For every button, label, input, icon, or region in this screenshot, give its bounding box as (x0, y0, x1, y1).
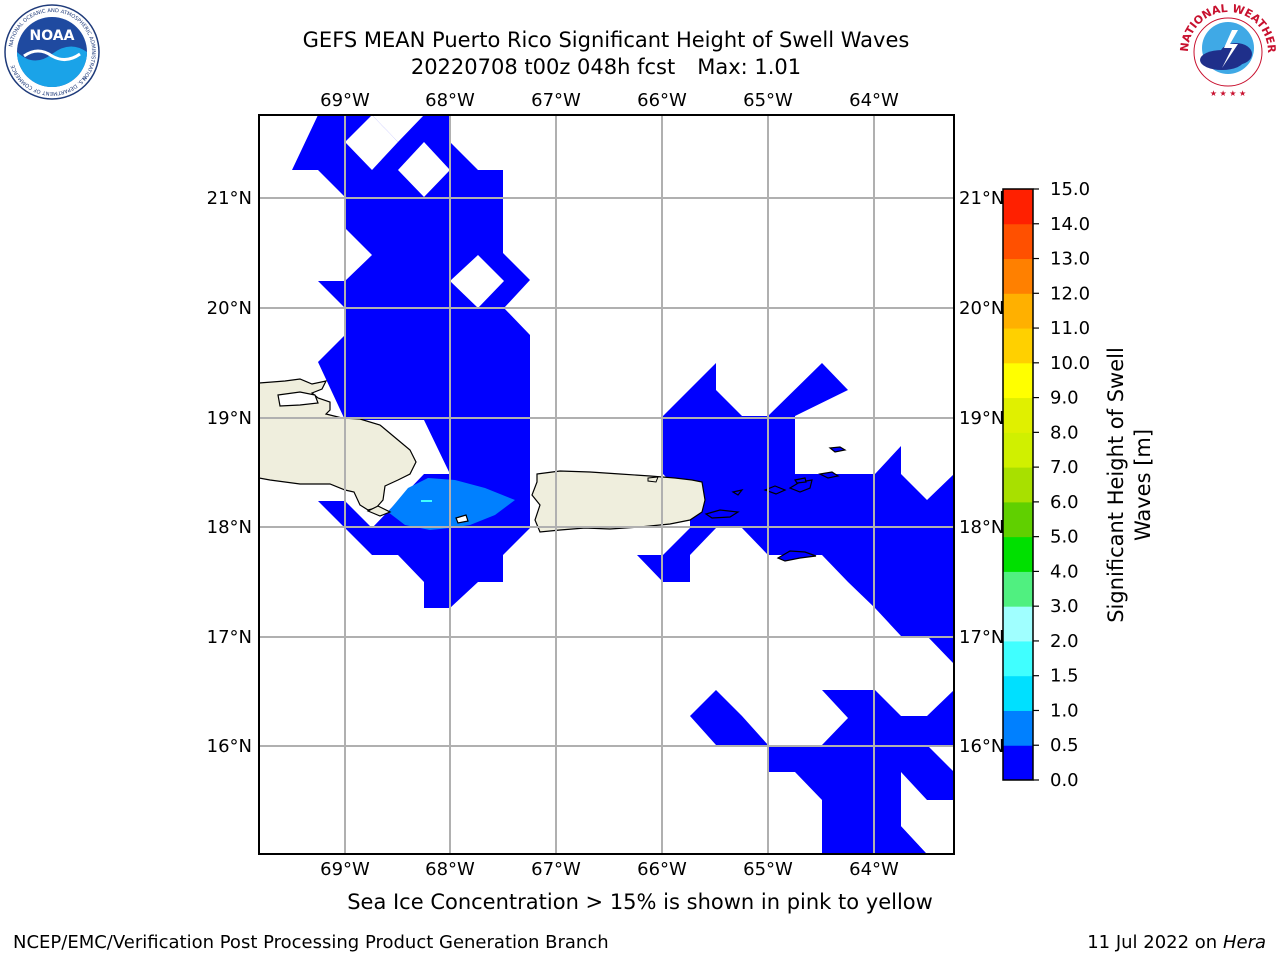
lat-label: 18°N (959, 517, 1004, 538)
lat-labels-right: 21°N 20°N 19°N 18°N 17°N 16°N (959, 188, 1004, 757)
lon-label: 68°W (425, 90, 475, 111)
colorbar-bin (1003, 640, 1033, 677)
colorbar-tick-label: 11.0 (1050, 318, 1090, 339)
colorbar-bin (1003, 328, 1033, 364)
svg-text:★ ★ ★ ★: ★ ★ ★ ★ (1210, 89, 1246, 98)
colorbar-bin (1003, 675, 1033, 711)
chart-title: GEFS MEAN Puerto Rico Significant Height… (302, 28, 910, 52)
colorbar-tick-label: 7.0 (1050, 457, 1079, 478)
colorbar-label-line2: Waves [m] (1131, 429, 1155, 541)
colorbar-tick-label: 0.5 (1050, 735, 1079, 756)
colorbar-bin (1003, 571, 1033, 607)
lat-label: 16°N (959, 736, 1004, 757)
colorbar-bin (1003, 606, 1033, 642)
colorbar-tick-label: 13.0 (1050, 249, 1090, 270)
lat-label: 19°N (959, 408, 1004, 429)
colorbar-tick-label: 10.0 (1050, 353, 1090, 374)
colorbar-frame (1002, 188, 1034, 781)
noaa-logo: NOAA NATIONAL OCEANIC AND ATMOSPHERIC AD… (4, 4, 100, 104)
lon-label: 66°W (637, 859, 687, 880)
colorbar-bin (1003, 432, 1033, 468)
nws-logo: NATIONAL WEATHER SERVICE ★ ★ ★ ★ (1174, 0, 1278, 106)
lon-labels-top: 69°W 68°W 67°W 66°W 65°W 64°W (320, 90, 899, 111)
small-islands (704, 446, 847, 562)
lon-label: 69°W (320, 859, 370, 880)
lon-label: 65°W (743, 90, 793, 111)
max-value: Max: 1.01 (697, 55, 802, 79)
chart-subtitle: 20220708 t00z 048h fcst Max: 1.01 (206, 54, 1006, 80)
lat-label: 20°N (207, 298, 252, 319)
colorbar-label-line1: Significant Height of Swell (1104, 347, 1128, 623)
forecast-date: 20220708 t00z 048h fcst (410, 55, 676, 79)
colorbar-bin (1003, 536, 1033, 572)
lat-label: 20°N (959, 298, 1004, 319)
lat-label: 21°N (207, 188, 252, 209)
map-frame (258, 114, 955, 855)
colorbar-tick-label: 14.0 (1050, 214, 1090, 235)
colorbar-bin (1003, 710, 1033, 746)
lon-label: 64°W (849, 859, 899, 880)
gridlines (259, 115, 954, 854)
colorbar-bin (1003, 745, 1033, 781)
colorbar-bin (1003, 223, 1033, 260)
colorbar-tick-label: 4.0 (1050, 561, 1079, 582)
lon-label: 69°W (320, 90, 370, 111)
colorbar-bin (1003, 467, 1033, 503)
lon-label: 67°W (531, 859, 581, 880)
colorbar-tick-label: 0.0 (1050, 770, 1079, 791)
lon-label: 67°W (531, 90, 581, 111)
colorbar-tick-label: 15.0 (1050, 179, 1090, 200)
lon-label: 66°W (637, 90, 687, 111)
colorbar-tick-label: 12.0 (1050, 283, 1090, 304)
colorbar-tick-label: 8.0 (1050, 422, 1079, 443)
lat-label: 19°N (207, 408, 252, 429)
lon-labels-bottom: 69°W 68°W 67°W 66°W 65°W 64°W (320, 859, 899, 880)
colorbar-bin (1003, 501, 1033, 538)
lat-label: 17°N (959, 627, 1004, 648)
swell-field-holes (345, 115, 954, 854)
lon-label: 64°W (849, 90, 899, 111)
lat-label: 18°N (207, 517, 252, 538)
colorbar-bin (1003, 362, 1033, 399)
lat-label: 21°N (959, 188, 1004, 209)
map-plot-area (259, 115, 954, 854)
lat-label: 16°N (207, 736, 252, 757)
noaa-logo-text: NOAA (30, 28, 75, 44)
footer-branch: NCEP/EMC/Verification Post Processing Pr… (13, 932, 609, 953)
footer-host: Hera (1222, 932, 1266, 953)
lat-labels-left: 21°N 20°N 19°N 18°N 17°N 16°N (207, 188, 252, 757)
colorbar-tick-label: 9.0 (1050, 388, 1079, 409)
footer-date: 11 Jul 2022 on Hera (1087, 932, 1266, 953)
colorbar-tick-label: 3.0 (1050, 596, 1079, 617)
sea-ice-caption: Sea Ice Concentration > 15% is shown in … (347, 890, 933, 914)
colorbar-bin (1003, 189, 1033, 225)
swell-field-medium (388, 478, 515, 530)
footer-date-text: 11 Jul 2022 on (1087, 932, 1218, 953)
colorbar-bin (1003, 258, 1033, 294)
lat-label: 17°N (207, 627, 252, 648)
colorbar-tick-label: 1.5 (1050, 666, 1079, 687)
colorbar-tick-label: 1.0 (1050, 700, 1079, 721)
colorbar-tick-label: 5.0 (1050, 527, 1079, 548)
colorbar-tick-label: 6.0 (1050, 492, 1079, 513)
colorbar-bin (1003, 293, 1033, 329)
colorbar-bin (1003, 397, 1033, 433)
lon-label: 65°W (743, 859, 793, 880)
colorbar-tick-label: 2.0 (1050, 631, 1079, 652)
colorbar: 15.0 14.0 13.0 12.0 11.0 10.0 9.0 8.0 7.0 6.0 5.0 4… (1002, 179, 1090, 791)
lon-label: 68°W (425, 859, 475, 880)
